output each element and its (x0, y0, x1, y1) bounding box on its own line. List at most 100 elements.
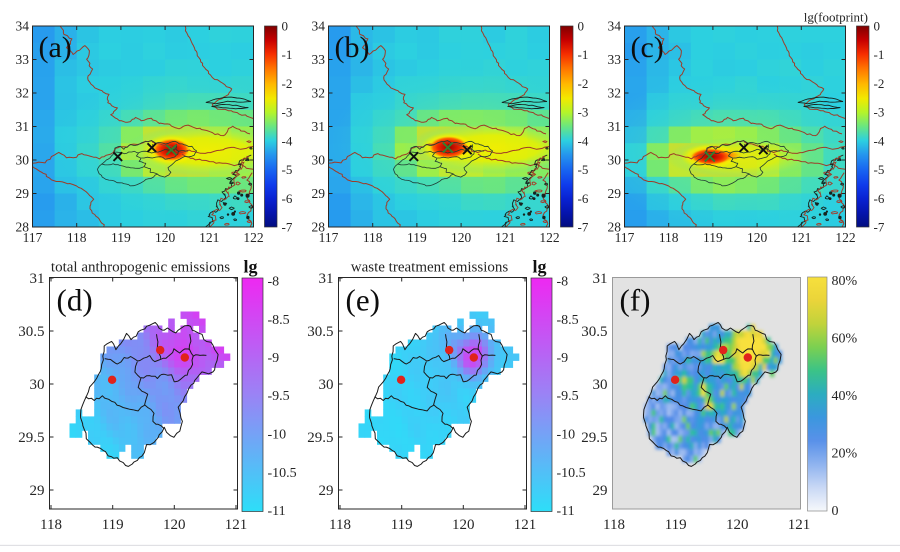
svg-text:29: 29 (30, 483, 45, 499)
svg-text:-10: -10 (557, 428, 576, 443)
svg-text:122: 122 (243, 230, 263, 245)
svg-text:32: 32 (16, 86, 30, 101)
svg-text:-10: -10 (268, 428, 287, 443)
svg-text:-5: -5 (874, 162, 885, 177)
svg-text:-11: -11 (557, 504, 575, 519)
svg-text:28: 28 (16, 220, 30, 235)
svg-text:0: 0 (832, 504, 839, 519)
svg-text:34: 34 (16, 19, 30, 34)
svg-text:121: 121 (788, 517, 811, 533)
svg-text:29.5: 29.5 (581, 430, 607, 446)
svg-text:-1: -1 (578, 47, 589, 62)
svg-text:28: 28 (608, 220, 622, 235)
svg-text:-6: -6 (874, 191, 885, 206)
svg-text:118: 118 (329, 517, 351, 533)
svg-text:119: 119 (391, 517, 413, 533)
svg-text:117: 117 (319, 230, 339, 245)
svg-text:-6: -6 (282, 191, 293, 206)
svg-text:(c): (c) (631, 31, 664, 64)
svg-text:120: 120 (747, 230, 768, 245)
svg-text:lg: lg (243, 257, 257, 277)
svg-text:119: 119 (111, 230, 131, 245)
svg-text:-8: -8 (557, 275, 569, 290)
svg-text:lg(footprint): lg(footprint) (804, 10, 868, 25)
svg-text:(e): (e) (346, 283, 380, 318)
svg-text:-2: -2 (578, 76, 589, 91)
svg-text:29: 29 (319, 483, 334, 499)
svg-text:121: 121 (199, 230, 219, 245)
svg-text:29: 29 (16, 186, 30, 201)
svg-text:120: 120 (163, 517, 186, 533)
svg-text:118: 118 (363, 230, 383, 245)
svg-text:33: 33 (16, 52, 30, 67)
svg-text:-8: -8 (268, 275, 280, 290)
svg-text:-4: -4 (874, 133, 885, 148)
svg-text:120: 120 (155, 230, 176, 245)
svg-text:29.5: 29.5 (307, 430, 333, 446)
svg-text:34: 34 (312, 19, 326, 34)
svg-text:0: 0 (578, 19, 585, 34)
svg-text:(b): (b) (335, 31, 370, 64)
svg-text:34: 34 (608, 19, 622, 34)
svg-text:-11: -11 (268, 504, 286, 519)
svg-text:30.5: 30.5 (581, 324, 607, 340)
svg-text:-5: -5 (282, 162, 293, 177)
svg-text:117: 117 (23, 230, 43, 245)
svg-text:31: 31 (593, 271, 608, 287)
svg-text:0: 0 (282, 19, 289, 34)
svg-text:30: 30 (30, 377, 45, 393)
svg-text:-10.5: -10.5 (268, 466, 297, 481)
svg-text:31: 31 (16, 119, 30, 134)
svg-text:120: 120 (451, 230, 472, 245)
svg-text:60%: 60% (832, 332, 858, 347)
svg-text:32: 32 (312, 86, 326, 101)
svg-text:121: 121 (225, 517, 248, 533)
svg-text:0: 0 (874, 19, 881, 34)
svg-text:120: 120 (452, 517, 475, 533)
svg-text:(a): (a) (39, 31, 72, 64)
svg-text:total anthropogenic emissions: total anthropogenic emissions (51, 260, 230, 276)
svg-text:30: 30 (319, 377, 334, 393)
svg-text:118: 118 (67, 230, 87, 245)
svg-text:33: 33 (608, 52, 622, 67)
svg-text:-3: -3 (578, 105, 589, 120)
svg-text:-9: -9 (268, 351, 280, 366)
svg-text:29: 29 (593, 483, 608, 499)
svg-text:-7: -7 (578, 220, 589, 235)
svg-text:117: 117 (615, 230, 635, 245)
svg-text:-1: -1 (282, 47, 293, 62)
svg-text:29.5: 29.5 (18, 430, 44, 446)
svg-text:-1: -1 (874, 47, 885, 62)
svg-text:(d): (d) (57, 283, 93, 318)
svg-text:(f): (f) (620, 283, 651, 318)
svg-text:29: 29 (608, 186, 622, 201)
svg-text:118: 118 (603, 517, 625, 533)
svg-text:118: 118 (40, 517, 62, 533)
svg-text:-2: -2 (282, 76, 293, 91)
svg-text:30.5: 30.5 (307, 324, 333, 340)
svg-text:31: 31 (319, 271, 334, 287)
svg-text:-5: -5 (578, 162, 589, 177)
svg-text:119: 119 (407, 230, 427, 245)
svg-text:29: 29 (312, 186, 326, 201)
svg-text:-4: -4 (578, 133, 589, 148)
svg-text:-7: -7 (874, 220, 885, 235)
svg-text:-9: -9 (557, 351, 569, 366)
svg-text:31: 31 (608, 119, 622, 134)
svg-text:waste treatment emissions: waste treatment emissions (351, 260, 509, 276)
svg-text:122: 122 (539, 230, 559, 245)
svg-text:-9.5: -9.5 (268, 389, 290, 404)
svg-text:-3: -3 (282, 105, 293, 120)
svg-text:-9.5: -9.5 (557, 389, 579, 404)
svg-text:-8.5: -8.5 (268, 313, 290, 328)
svg-text:119: 119 (665, 517, 687, 533)
svg-text:119: 119 (703, 230, 723, 245)
svg-text:119: 119 (102, 517, 124, 533)
svg-text:118: 118 (659, 230, 679, 245)
svg-text:lg: lg (532, 257, 546, 277)
svg-text:33: 33 (312, 52, 326, 67)
svg-text:32: 32 (608, 86, 622, 101)
svg-text:30: 30 (16, 153, 30, 168)
svg-text:121: 121 (791, 230, 811, 245)
svg-text:20%: 20% (832, 447, 858, 462)
